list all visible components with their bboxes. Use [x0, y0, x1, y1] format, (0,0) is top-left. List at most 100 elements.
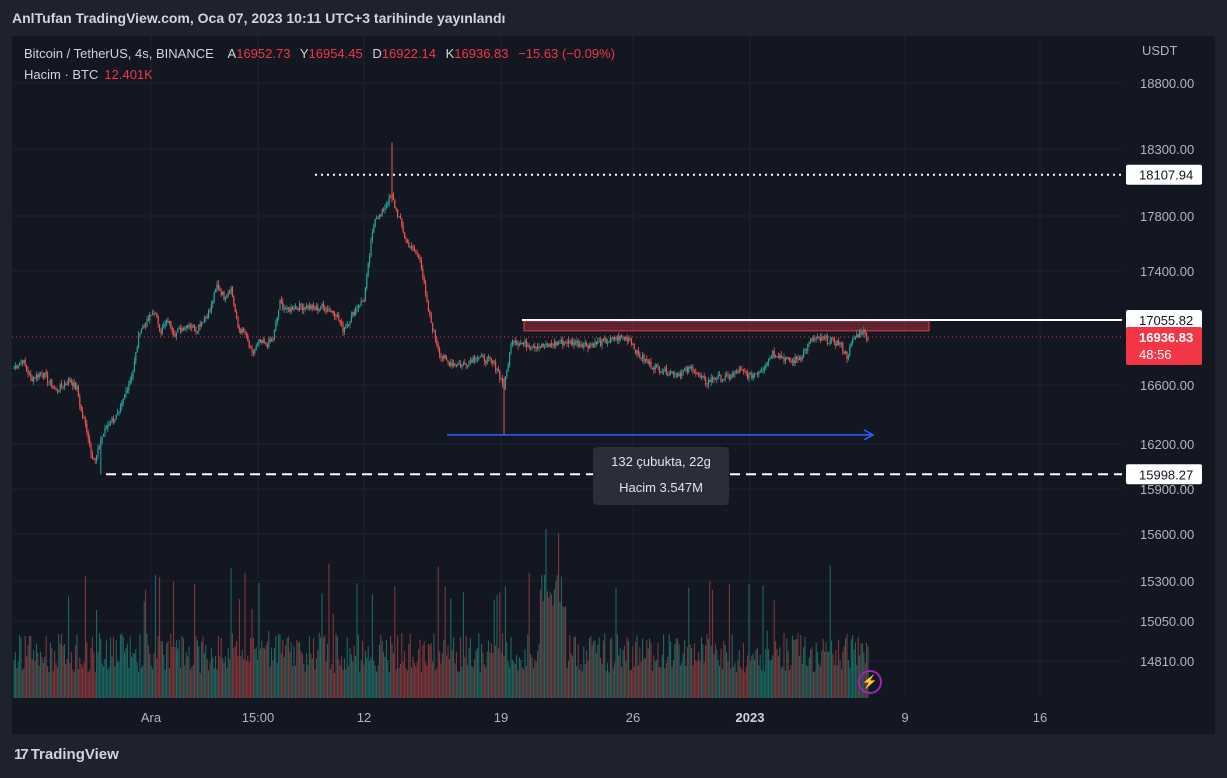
- candle-body: [218, 284, 219, 289]
- volume-bar: [786, 638, 787, 698]
- candle-body: [137, 348, 138, 353]
- candle-body: [513, 341, 514, 342]
- candle-body: [673, 371, 674, 375]
- volume-bar: [455, 663, 456, 698]
- volume-bar: [382, 641, 383, 698]
- volume-bar: [130, 637, 131, 698]
- volume-bar: [774, 600, 775, 698]
- candle-body: [452, 363, 453, 365]
- candle-body: [792, 360, 793, 362]
- candle-body: [554, 342, 555, 346]
- candle-body: [144, 326, 145, 327]
- volume-bar: [749, 584, 750, 698]
- candle-body: [25, 360, 26, 365]
- volume-bar: [467, 665, 468, 698]
- candle-body: [274, 330, 275, 340]
- volume-bar: [770, 660, 771, 698]
- volume-bar: [743, 643, 744, 698]
- candle-body: [477, 358, 478, 359]
- volume-bar: [296, 640, 297, 698]
- candle-body: [260, 339, 261, 342]
- volume-bar: [429, 645, 430, 698]
- volume-bar: [476, 651, 477, 698]
- volume-bar: [607, 663, 608, 698]
- candle-body: [440, 355, 441, 357]
- lightning-icon[interactable]: ⚡: [858, 670, 882, 694]
- candle-body: [254, 350, 255, 353]
- candle-body: [608, 342, 609, 343]
- candle-body: [844, 352, 845, 354]
- candle-body: [821, 337, 822, 340]
- volume-bar: [813, 672, 814, 698]
- candle-body: [487, 357, 488, 363]
- candle-body: [718, 375, 719, 379]
- candle-body: [57, 390, 58, 392]
- candle-body: [261, 340, 262, 343]
- volume-bar: [481, 644, 482, 698]
- volume-bar: [105, 659, 106, 698]
- candle-body: [232, 287, 233, 296]
- candle-body: [785, 358, 786, 361]
- candle-body: [529, 345, 530, 347]
- candle-body: [463, 363, 464, 364]
- candle-body: [737, 372, 738, 373]
- tradingview-logo[interactable]: 17 TradingView: [14, 746, 119, 763]
- volume-bar: [753, 653, 754, 698]
- candle-body: [775, 355, 776, 356]
- candle-body: [187, 326, 188, 328]
- volume-bar: [711, 646, 712, 698]
- volume-bar: [628, 641, 629, 698]
- volume-bar: [53, 671, 54, 698]
- candle-body: [78, 387, 79, 397]
- volume-bar: [681, 663, 682, 698]
- volume-bar: [541, 575, 542, 698]
- volume-bar: [504, 656, 505, 698]
- volume-bar: [226, 668, 227, 698]
- chart-pane[interactable]: USDT 18800.00 18300.00 17800.00 17400.00 1660…: [12, 36, 1215, 734]
- candle-body: [621, 336, 622, 338]
- volume-bar: [742, 670, 743, 698]
- price-tick-label: 17400.00: [1140, 264, 1194, 279]
- candle-body: [484, 356, 485, 361]
- candle-body: [82, 411, 83, 417]
- volume-bar: [217, 669, 218, 698]
- volume-bar: [613, 669, 614, 698]
- volume-bar: [155, 575, 156, 698]
- candle-body: [839, 343, 840, 345]
- volume-bar: [532, 657, 533, 698]
- volume-bar: [50, 643, 51, 698]
- volume-bar: [77, 635, 78, 698]
- volume-bar: [747, 655, 748, 698]
- volume-bar: [798, 633, 799, 698]
- candle-body: [499, 371, 500, 379]
- volume-bar: [421, 672, 422, 698]
- candle-body: [347, 324, 348, 327]
- volume-bar: [245, 573, 246, 698]
- volume-bar: [134, 654, 135, 698]
- volume-bar: [275, 636, 276, 698]
- candle-body: [194, 325, 195, 331]
- chart-grid: [12, 36, 1122, 696]
- candlesticks: [13, 142, 868, 474]
- volume-bar: [211, 648, 212, 698]
- volume-bar: [560, 602, 561, 698]
- volume-bar: [299, 642, 300, 698]
- candle-body: [170, 321, 171, 328]
- volume-bar: [21, 638, 22, 698]
- candle-body: [622, 337, 623, 338]
- volume-bar: [201, 642, 202, 698]
- volume-bar: [341, 656, 342, 698]
- candle-body: [258, 339, 259, 342]
- candle-body: [631, 339, 632, 344]
- volume-bar: [779, 647, 780, 698]
- volume-bar: [364, 665, 365, 698]
- price-chart[interactable]: USDT 18800.00 18300.00 17800.00 17400.00 1660…: [12, 36, 1215, 734]
- candle-body: [207, 317, 208, 318]
- volume-bar: [823, 639, 824, 698]
- volume-bar: [163, 655, 164, 698]
- volume-bar: [102, 663, 103, 698]
- volume-bar: [799, 656, 800, 698]
- volume-bar: [469, 648, 470, 698]
- candle-body: [333, 311, 334, 313]
- candle-body: [321, 304, 322, 308]
